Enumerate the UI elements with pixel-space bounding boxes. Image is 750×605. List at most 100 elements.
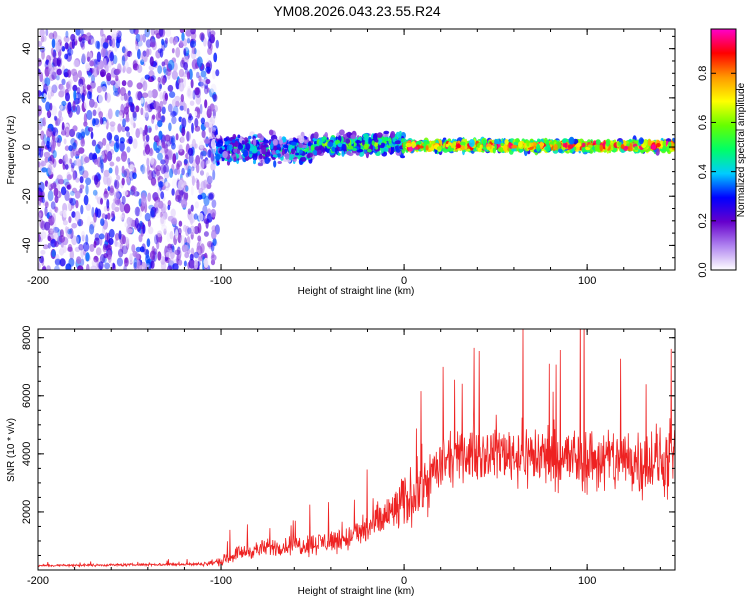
spectrogram-cell [41, 140, 46, 150]
spectrogram-cell [52, 51, 57, 59]
spectrogram-cell [270, 142, 274, 150]
spectrogram-cell [196, 179, 200, 191]
spectrogram-cell [82, 170, 89, 179]
spectrogram-cell [86, 109, 93, 121]
spectrogram-cell [197, 194, 203, 200]
spectrogram-cell [213, 94, 218, 102]
spectrogram-cell [70, 33, 76, 42]
x-tick-label: -100 [210, 275, 232, 287]
spectrogram-cell [114, 233, 120, 241]
spectrogram-cell [187, 227, 192, 235]
spectrogram-cell [38, 123, 43, 131]
spectrogram-cell [257, 133, 263, 139]
spectrogram-cell [67, 228, 72, 235]
spectrogram-cell [157, 200, 164, 209]
spectrogram-cell [190, 40, 197, 48]
spectrogram-cell [515, 138, 520, 143]
spectrogram-cell [136, 206, 140, 217]
spectrogram-cell [38, 145, 41, 156]
spectrogram-cell [112, 31, 118, 38]
spectrogram-cell [139, 246, 145, 253]
spectrogram-cell [205, 66, 211, 73]
spectrogram-cell [114, 191, 120, 200]
spectrogram-cell [79, 38, 85, 48]
spectrogram-cell [124, 221, 129, 228]
spectrogram-cell [153, 167, 158, 175]
spectrogram-cell [210, 35, 215, 44]
spectrogram-cell [121, 195, 126, 205]
spectrogram-cell [40, 35, 45, 43]
spectrogram-cell [115, 138, 120, 149]
spectrogram-cell [59, 84, 65, 96]
spectrogram-cell [82, 89, 87, 96]
spectrogram-cell [44, 201, 49, 209]
spectrogram-cell [459, 141, 466, 146]
spectrogram-cell [210, 162, 216, 171]
spectrogram-cell [65, 30, 69, 39]
spectrogram-cell [56, 174, 63, 183]
snr-ticks: -200 -100 0 100 2000 4000 6000 8000 [21, 325, 675, 587]
spectrogram-cell [164, 37, 169, 45]
spectrogram-cell [518, 141, 523, 148]
spectrogram-cell [313, 149, 318, 156]
spectrogram-cell [241, 140, 245, 145]
spectrogram-cell [363, 143, 369, 150]
spectrogram-cell [48, 215, 55, 226]
spectrogram-cell [212, 115, 217, 121]
spectrogram-cell [562, 138, 567, 144]
spectrogram-cell [75, 200, 79, 209]
spectrogram-cell [136, 64, 143, 73]
spectrogram-cell [167, 71, 171, 80]
spectrogram-cell [203, 85, 209, 95]
spectrogram-cell [151, 75, 156, 81]
spectrogram-cell [172, 263, 179, 270]
spectrogram-cell [97, 141, 103, 150]
spectrogram-cell [210, 208, 217, 218]
spectrogram-cell [183, 62, 189, 70]
spectrogram-cell [145, 259, 151, 265]
spectrogram-cell [179, 40, 184, 48]
spectrogram-cell [200, 70, 207, 78]
spectrogram-cell [121, 212, 126, 220]
spectrogram-cell [51, 38, 56, 49]
spectrogram-cell [47, 235, 52, 242]
spectrogram-cell [63, 35, 70, 43]
spectrogram-cell [39, 29, 45, 37]
spectrogram-cell [283, 144, 289, 149]
spectrogram-cell [169, 110, 177, 118]
spectrogram-cell [67, 101, 72, 112]
colorbar-tick-label: 0.0 [697, 262, 709, 277]
spectrogram-cell [155, 123, 158, 131]
spectrogram-cell [95, 144, 101, 154]
spectrogram-cell [118, 230, 122, 240]
spectrogram-cell [165, 29, 171, 38]
spectrogram-cell [196, 241, 201, 251]
spectrogram-cell [298, 136, 305, 144]
spectrogram-cell [53, 187, 59, 197]
spectrogram-cell [126, 66, 132, 74]
spectrogram-cell [494, 138, 498, 145]
spectrogram-cell [314, 146, 321, 151]
x-tick-label: -100 [210, 575, 232, 587]
colorbar-label: Normalized spectral amplitude [736, 82, 747, 217]
spectrogram-cell [138, 127, 143, 135]
spectrogram-cell [177, 168, 181, 175]
spectrogram-cell [46, 140, 50, 149]
spectrogram-cell [171, 99, 176, 107]
colorbar-tick-label: 0.4 [697, 164, 709, 179]
spectrogram-cell [77, 70, 83, 79]
spectrogram-cell [126, 228, 133, 234]
spectrogram-cell [207, 149, 212, 158]
spectrogram-cell [56, 137, 61, 147]
spectrogram-cell [303, 139, 308, 144]
spectrogram-cell [67, 244, 73, 252]
spectrogram-cell [81, 92, 85, 103]
spectrogram-cell [151, 89, 158, 99]
spectrogram-cell [268, 129, 274, 136]
spectrogram-cell [106, 199, 110, 209]
spectrogram-cell [169, 168, 174, 179]
spectrogram-cell [526, 141, 530, 147]
spectrogram-cell [295, 152, 300, 156]
spectrogram-cell [49, 225, 55, 232]
